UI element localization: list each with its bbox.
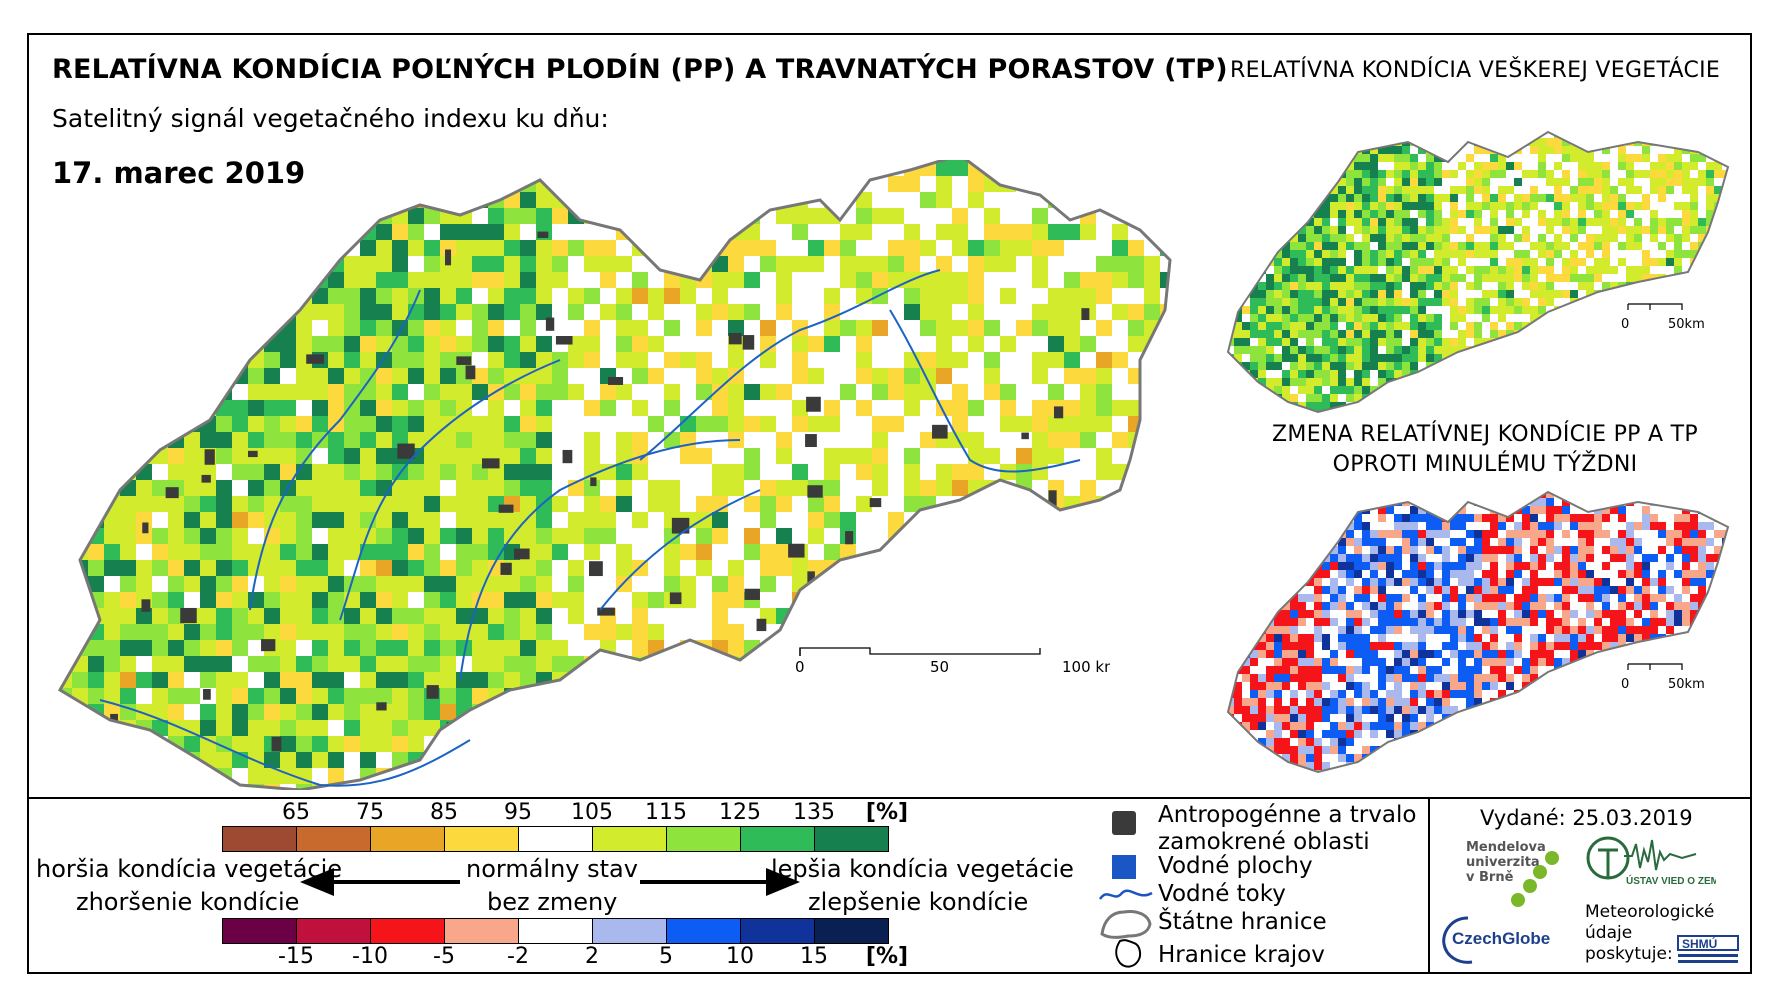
scale-100: 100 km — [1062, 658, 1110, 676]
condition-tick: 125 — [719, 800, 761, 825]
water-course-symbol-icon — [1098, 889, 1153, 900]
condition-unit: [%] — [865, 800, 909, 825]
region-border-symbol-icon — [1115, 939, 1142, 968]
mendel-line: Mendelova — [1466, 840, 1546, 855]
anthropogenic-symbol-icon — [1112, 811, 1136, 835]
mendel-line: v Brně — [1466, 870, 1514, 885]
change-tick: -2 — [507, 944, 529, 969]
scale-50: 50 — [930, 658, 949, 676]
legend-swatch — [740, 918, 815, 944]
legend-swatch — [814, 918, 889, 944]
better-label-2: zlepšenie kondície — [808, 888, 1029, 916]
legend-swatch — [296, 826, 371, 852]
shmu-text: SHMÚ — [1682, 936, 1717, 951]
map-date: 17. marec 2019 — [52, 156, 306, 190]
water-body-symbol-icon — [1112, 855, 1136, 879]
meteo-line: údaje — [1585, 923, 1633, 943]
legend-swatch — [592, 918, 667, 944]
mendel-logo-text: Mendelova univerzita v Brně — [1466, 840, 1546, 885]
condition-tick: 135 — [793, 800, 835, 825]
left-arrow-icon — [300, 868, 460, 896]
legend-swatch — [296, 918, 371, 944]
inset-bottom-scale-50: 50km — [1668, 677, 1705, 692]
map-subtitle: Satelitný signál vegetačného indexu ku d… — [52, 104, 609, 133]
legend-swatch — [666, 826, 741, 852]
main-condition-map — [58, 160, 1172, 790]
better-label-1: lepšia kondícia vegetácie — [771, 855, 1074, 883]
legend-swatch — [444, 826, 519, 852]
legend-swatch — [814, 826, 889, 852]
inset-top-scale-50: 50km — [1668, 317, 1705, 332]
legend-region-border: Hranice krajov — [1158, 942, 1325, 968]
legend-swatch — [444, 918, 519, 944]
footer-divider — [1428, 797, 1430, 974]
map-frame — [27, 33, 1752, 974]
change-unit: [%] — [865, 944, 909, 969]
condition-tick: 105 — [571, 800, 613, 825]
inset-change-map: 0 50km — [1227, 491, 1729, 773]
change-tick: -10 — [352, 944, 388, 969]
change-tick: 10 — [726, 944, 754, 969]
inset-top-title: RELATÍVNA KONDÍCIA VEŠKEREJ VEGETÁCIE — [1230, 58, 1721, 83]
condition-tick: 85 — [430, 800, 458, 825]
legend-swatch — [222, 826, 297, 852]
normal-label-2: bez zmeny — [487, 888, 618, 916]
inset-bottom-title-line1: ZMENA RELATÍVNEJ KONDÍCIE PP A TP — [1272, 422, 1698, 447]
condition-tick: 95 — [504, 800, 532, 825]
inset-top-scale-0: 0 — [1621, 317, 1629, 332]
map-title: RELATÍVNA KONDÍCIA POĽNÝCH PLODÍN (PP) A… — [52, 54, 1228, 85]
czechglobe-logo: CzechGlobe — [1442, 916, 1550, 964]
mendel-dots-logo — [1511, 851, 1559, 907]
inset-bottom-title: ZMENA RELATÍVNEJ KONDÍCIE PP A TP OPROTI… — [1230, 420, 1740, 480]
legend-swatch — [592, 826, 667, 852]
worse-label-2: zhoršenie kondície — [76, 888, 300, 916]
change-tick: -5 — [433, 944, 455, 969]
legend-swatch — [740, 826, 815, 852]
inset-vegetation-map: 0 50km — [1227, 131, 1729, 413]
change-tick: -15 — [278, 944, 314, 969]
legend-swatch — [518, 826, 593, 852]
legend-anthropogenic: Antropogénne a trvalo zamokrené oblasti — [1158, 802, 1417, 855]
meteo-line: Meteorologické — [1585, 902, 1715, 922]
legend-swatch — [666, 918, 741, 944]
inset-bottom-title-line2: OPROTI MINULÉMU TÝŽDNI — [1332, 452, 1638, 477]
normal-label-1: normálny stav — [466, 855, 638, 883]
legend-swatch — [370, 918, 445, 944]
shmu-logo: SHMÚ — [1677, 935, 1739, 963]
condition-ticks: 65 75 85 95 105 115 125 135 [%] — [222, 800, 922, 828]
legend-water-courses: Vodné toky — [1158, 881, 1286, 907]
issued-date: Vydané: 25.03.2019 — [1480, 806, 1693, 830]
condition-tick: 115 — [645, 800, 687, 825]
meteo-line: poskytuje: — [1585, 944, 1673, 964]
mendel-line: univerzita — [1466, 855, 1540, 870]
uvz-logo: ÚSTAV VIED O ZEMI — [1586, 836, 1716, 887]
change-ticks: -15 -10 -5 -2 2 5 10 15 [%] — [222, 944, 922, 972]
condition-tick: 65 — [282, 800, 310, 825]
change-tick: 5 — [659, 944, 673, 969]
uvz-text: ÚSTAV VIED O ZEMI — [1626, 874, 1716, 887]
change-tick: 2 — [585, 944, 599, 969]
legend-water-bodies: Vodné plochy — [1158, 853, 1313, 879]
arrows — [300, 868, 800, 896]
state-border-symbol-icon — [1100, 910, 1152, 939]
scale-0: 0 — [795, 658, 805, 676]
legend-state-border: Štátne hranice — [1158, 909, 1327, 935]
inset-bottom-scale-0: 0 — [1621, 677, 1629, 692]
main-scale-bar: 0 50 100 km — [795, 647, 1110, 676]
legend-swatch — [518, 918, 593, 944]
legend-swatch — [370, 826, 445, 852]
change-color-bar — [222, 918, 889, 944]
meteo-provider-text: Meteorologické údaje poskytuje: — [1585, 902, 1714, 965]
change-tick: 15 — [800, 944, 828, 969]
worse-label-1: horšia kondícia vegetácie — [36, 855, 343, 883]
right-arrow-icon — [640, 868, 800, 896]
legend-swatch — [222, 918, 297, 944]
legend-divider — [27, 797, 1752, 799]
condition-color-bar — [222, 826, 889, 852]
czechglobe-text: CzechGlobe — [1452, 929, 1550, 948]
condition-tick: 75 — [356, 800, 384, 825]
